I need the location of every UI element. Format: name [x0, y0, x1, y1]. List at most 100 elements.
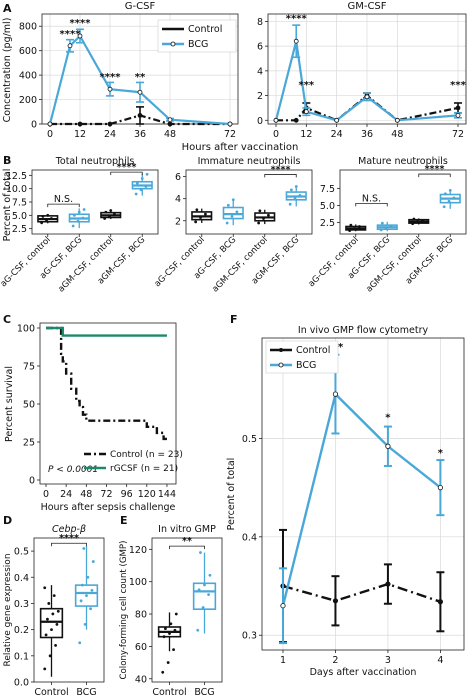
chart-B3-datapoint — [348, 229, 352, 232]
chart-B2-datapoint — [288, 202, 292, 206]
chart-D-datapoint — [86, 575, 90, 579]
chart-C-ytick-label: 25 — [23, 438, 35, 449]
chart-E-title: In vitro GMP — [158, 524, 216, 535]
chart-F-point — [332, 598, 339, 604]
chart-B1-datapoint — [135, 181, 139, 185]
chart-D-datapoint — [51, 612, 55, 616]
chart-B1-datapoint — [113, 212, 116, 216]
chart-C-xtick-label: 24 — [60, 489, 72, 500]
chart-B3-datapoint — [380, 221, 384, 225]
chart-F-point — [437, 485, 443, 491]
chart-A-right-significance: **** — [286, 13, 308, 24]
chart-A-right-significance: *** — [298, 80, 314, 91]
chart-B1-frame — [31, 169, 159, 235]
chart-B2-datapoint — [204, 212, 207, 216]
chart-B3-datapoint — [379, 228, 383, 232]
chart-A-left-point — [167, 117, 173, 123]
chart-A-left-xtick-label: 12 — [74, 129, 86, 140]
chart-A-left-point — [107, 86, 113, 92]
chart-E-datapoint — [197, 588, 201, 592]
chart-A-left-point — [47, 121, 53, 127]
chart-A-right-xtick-label: 48 — [391, 129, 403, 140]
chart-B2-bracket — [264, 174, 297, 178]
chart-D-datapoint — [47, 602, 51, 605]
chart-C-ylabel: Percent survival — [4, 366, 15, 442]
chart-E-datapoint — [166, 661, 170, 664]
chart-B1-ytick-label: 2.5 — [12, 224, 27, 235]
chart-A-right-title: GM-CSF — [347, 1, 386, 12]
panel-letter-F: F — [230, 313, 238, 326]
chart-E-ytick-label: 40 — [135, 674, 147, 685]
chart-D-datapoint — [82, 547, 86, 550]
chart-C-xtick-label: 72 — [100, 489, 112, 500]
chart-E-datapoint — [207, 593, 210, 597]
chart-B1-bracket — [47, 203, 80, 208]
chart-D-datapoint — [56, 609, 60, 613]
chart-B3-datapoint — [412, 217, 416, 221]
chart-B1-datapoint — [82, 208, 86, 211]
chart-E-datapoint — [201, 606, 205, 609]
chart-D-category-label: Control — [34, 687, 68, 696]
chart-F-point — [385, 443, 391, 449]
legend-C-control-label: Control (n = 23) — [110, 450, 183, 460]
chart-F-xlabel: Days after vaccination — [310, 667, 417, 678]
chart-E-box — [192, 582, 217, 610]
chart-B1-category-label: aGM-CSF, control — [56, 235, 115, 294]
chart-B3-ytick-label: 5.0 — [320, 201, 335, 212]
chart-B1-ytick-label: 12.5 — [6, 171, 27, 182]
chart-B2-datapoint — [294, 185, 298, 188]
chart-A-right-ytick-label: 0 — [257, 116, 263, 127]
chart-A-left-xtick-label: 48 — [164, 129, 176, 140]
chart-B2-box — [222, 206, 244, 220]
chart-E-category-label: Control — [152, 687, 186, 696]
chart-B1-datapoint — [40, 221, 44, 225]
chart-E-ytick-label: 80 — [135, 610, 147, 621]
chart-B2-datapoint — [258, 209, 262, 213]
chart-B3-datapoint — [358, 225, 361, 228]
chart-E-category-label: BCG — [194, 687, 214, 696]
chart-E-datapoint — [174, 612, 178, 616]
chart-B2-datapoint — [289, 188, 293, 192]
chart-A-right-xtick-label: 36 — [361, 129, 373, 140]
chart-F-legend — [265, 340, 339, 374]
chart-B3-datapoint — [452, 196, 456, 200]
chart-F-title: In vivo GMP flow cytometry — [298, 325, 429, 336]
chart-E-ylabel: Colony-forming cell count (GMP) — [119, 541, 129, 680]
chart-A-left-significance: **** — [100, 72, 122, 83]
chart-B3-datapoint — [448, 189, 452, 192]
chart-D-datapoint — [54, 643, 57, 647]
chart-A-right-point — [334, 117, 340, 123]
chart-C-ytick-label: 50 — [23, 400, 35, 411]
chart-A-right-point — [293, 38, 299, 44]
chart-B1-datapoint — [103, 217, 107, 220]
chart-B1-ytick-label: 7.5 — [12, 198, 27, 209]
chart-D-bracket — [51, 542, 87, 547]
panel-letter-B: B — [3, 154, 11, 167]
chart-D-ytick-label: 0.1 — [14, 651, 29, 662]
legend-C-rgcsf-label: rGCSF (n = 21) — [110, 464, 178, 474]
chart-B3-datapoint — [384, 226, 388, 230]
chart-A-right-xtick-label: 0 — [273, 129, 279, 140]
chart-A-right-ytick-label: 8 — [257, 17, 263, 28]
chart-B3-significance: **** — [425, 164, 445, 175]
chart-A-left-ytick-label: 200 — [19, 95, 37, 106]
chart-B1-datapoint — [81, 216, 85, 220]
chart-F-point — [437, 599, 443, 605]
chart-B1-datapoint — [134, 192, 138, 196]
chart-B1-datapoint — [46, 213, 50, 217]
chart-A-left-xtick-label: 24 — [104, 129, 116, 140]
chart-A-left-point — [67, 43, 73, 49]
chart-D-datapoint — [50, 628, 53, 632]
chart-D-ytick-label: 0.0 — [14, 678, 29, 689]
chart-F-significance: * — [438, 448, 444, 459]
panel-letter-D: D — [3, 514, 12, 527]
chart-B1-datapoint — [108, 215, 111, 218]
legend-bcg-label: BCG — [188, 39, 208, 50]
chart-A-left-ylabel: Concentration (pg/ml) — [2, 18, 13, 123]
chart-E-datapoint — [203, 583, 206, 587]
chart-F-ytick-label: 0.4 — [242, 532, 257, 543]
chart-D-ytick-label: 0.3 — [14, 599, 29, 610]
chart-C-series-control-line — [46, 326, 167, 441]
chart-A-right-ytick-label: 2 — [257, 91, 263, 102]
